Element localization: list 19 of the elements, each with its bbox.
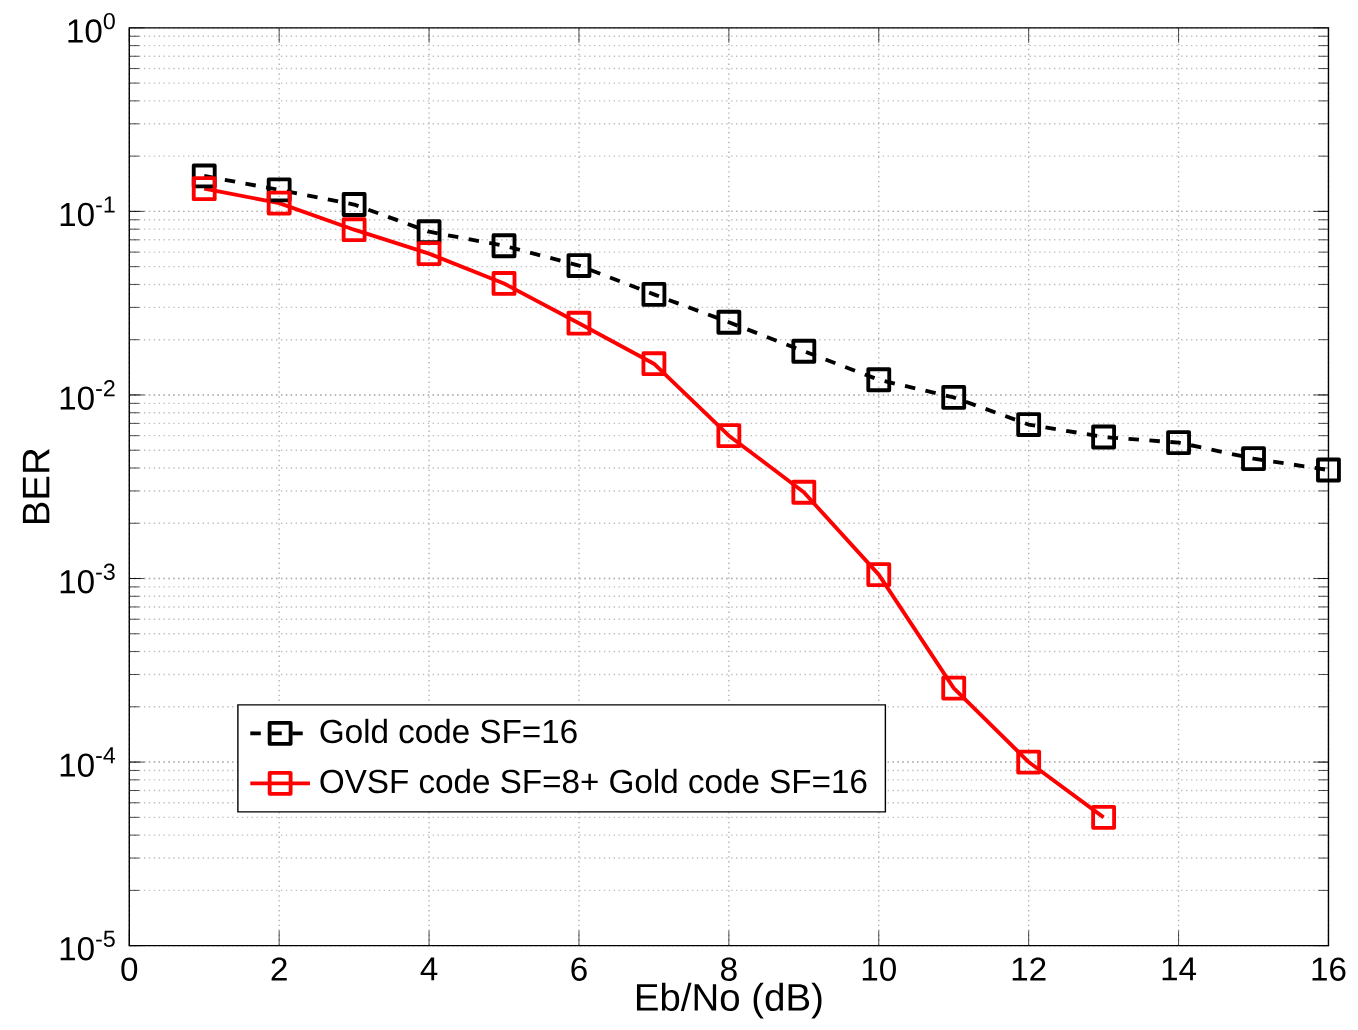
y-tick-label: 10$^{-1}$	[60, 196, 115, 227]
x-tick-label: 14	[1162, 957, 1197, 981]
x-tick-label: 12	[1012, 957, 1046, 981]
x-tick-label: 8	[721, 957, 737, 982]
x-tick-label: 0	[121, 957, 138, 982]
legend-label: OVSF code SF=8+ Gold code SF=16	[320, 769, 867, 794]
x-tick-label: 10	[862, 957, 896, 982]
y-tick-label: 10$^{-5}$	[60, 930, 115, 961]
x-tick-label: 16	[1312, 957, 1346, 982]
y-axis-title: BER	[22, 449, 50, 524]
y-tick-label: 10$^{-2}$	[60, 380, 115, 411]
y-tick-label: 10$^{-4}$	[60, 747, 116, 778]
y-tick-label: 10$^{-3}$	[60, 563, 115, 594]
y-tick-label: 10$^{0}$	[68, 13, 115, 43]
x-axis-title: Eb/No (dB)	[636, 982, 822, 1019]
x-tick-label: 2	[271, 957, 287, 981]
legend-label: Gold code SF=16	[320, 719, 577, 744]
x-tick-label: 6	[571, 957, 587, 982]
x-tick-label: 4	[420, 957, 438, 981]
